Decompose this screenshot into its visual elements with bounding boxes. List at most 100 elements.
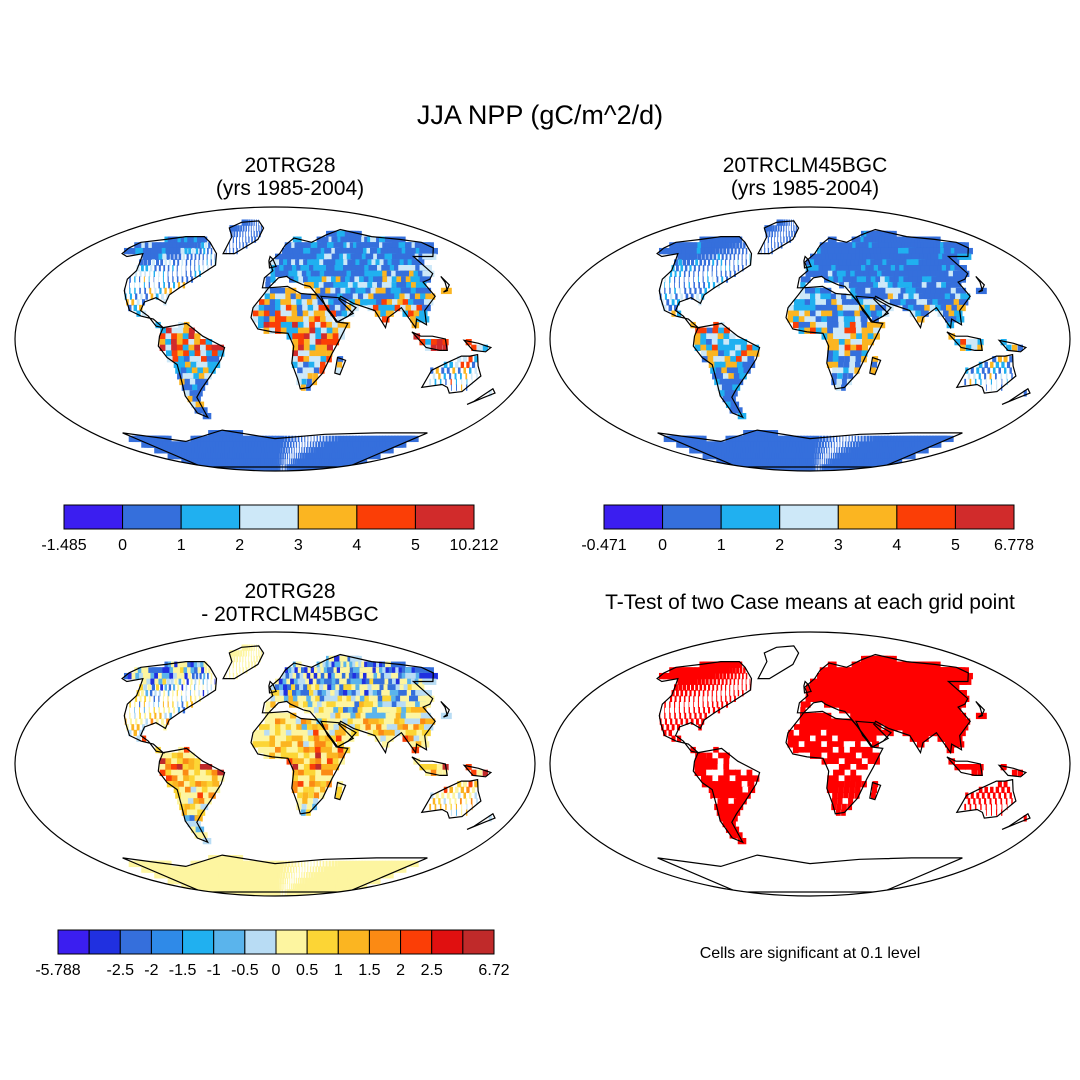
map-cell	[313, 729, 320, 737]
map-cell	[259, 299, 265, 306]
map-cell	[863, 270, 872, 278]
map-cell	[162, 678, 167, 685]
map-cell	[155, 667, 162, 674]
map-cell	[772, 650, 775, 657]
map-cell	[263, 866, 268, 873]
map-cell	[335, 310, 344, 317]
map-cell	[154, 287, 157, 295]
map-cell	[301, 242, 308, 249]
map-cell	[256, 655, 258, 663]
map-cell	[826, 361, 833, 369]
map-cell	[275, 735, 282, 742]
map-cell	[683, 282, 685, 289]
map-cell	[978, 373, 981, 380]
map-cell	[260, 866, 265, 873]
map-cell	[786, 644, 788, 651]
map-cell	[892, 293, 902, 300]
map-cell	[159, 769, 167, 776]
map-cell	[290, 718, 297, 725]
map-cell	[712, 282, 716, 289]
map-cell	[770, 661, 772, 668]
map-cell	[381, 316, 390, 323]
map-cell	[726, 367, 735, 374]
map-cell	[335, 712, 343, 720]
map-cell	[780, 650, 782, 657]
map-cell	[674, 672, 681, 680]
map-cell	[466, 378, 468, 386]
map-cell	[283, 872, 286, 879]
map-cell	[307, 373, 313, 380]
map-cell	[790, 219, 792, 226]
map-cell	[239, 655, 241, 663]
map-cell	[724, 390, 733, 397]
map-cell	[279, 690, 285, 697]
map-cell	[159, 339, 167, 346]
map-cell	[443, 373, 446, 380]
map-cell	[742, 672, 744, 680]
map-cell	[370, 299, 379, 306]
map-cell	[299, 259, 306, 266]
map-cell	[825, 293, 832, 300]
map-cell	[774, 655, 776, 663]
map-cell	[409, 718, 420, 725]
map-cell	[771, 655, 774, 663]
coastline-madagascar	[334, 356, 347, 376]
map-cell	[937, 310, 946, 317]
map-cell	[791, 655, 793, 663]
map-cell	[176, 344, 184, 351]
map-cell	[183, 356, 192, 363]
map-cell	[210, 259, 212, 266]
map-cell	[884, 435, 889, 443]
map-cell	[202, 678, 204, 685]
map-cell	[855, 316, 862, 323]
map-cell	[139, 701, 141, 708]
map-cell	[258, 304, 265, 312]
map-cell	[297, 746, 305, 754]
map-cell	[946, 259, 960, 266]
map-cell	[300, 265, 307, 272]
map-cell	[355, 287, 364, 295]
map-cell	[270, 883, 274, 890]
map-cell	[296, 724, 303, 731]
map-cell	[165, 752, 172, 759]
map-cell	[275, 877, 278, 885]
map-cell	[903, 293, 912, 300]
map-cell	[729, 667, 733, 674]
map-cell	[734, 672, 737, 680]
map-cell	[165, 339, 172, 346]
map-cell	[731, 236, 737, 243]
map-cell	[270, 695, 276, 703]
map-cell	[793, 655, 796, 663]
map-cell	[340, 860, 344, 868]
map-cell	[815, 304, 822, 312]
map-cell	[269, 441, 273, 448]
map-cell	[767, 661, 769, 668]
map-cell	[248, 219, 251, 226]
map-cell	[253, 655, 255, 663]
map-cell	[332, 293, 340, 300]
map-cell	[258, 655, 261, 663]
map-cell	[289, 877, 291, 885]
map-cell	[181, 276, 184, 283]
map-cell	[817, 672, 822, 680]
map-cell	[738, 247, 741, 255]
map-cell	[872, 321, 880, 329]
map-cell	[783, 644, 786, 651]
map-cell	[176, 333, 184, 340]
map-cell	[269, 746, 276, 754]
map-cell	[739, 667, 743, 674]
map-cell	[825, 287, 832, 295]
map-cell	[818, 259, 824, 266]
map-cell	[700, 344, 708, 351]
map-cell	[232, 667, 234, 674]
map-cell	[850, 270, 858, 278]
map-cell	[286, 316, 293, 323]
map-cell	[309, 746, 316, 754]
map-cell	[832, 678, 839, 685]
map-cell	[819, 435, 823, 443]
map-cell	[833, 447, 835, 454]
map-cell	[150, 247, 156, 255]
map-cell	[301, 872, 303, 879]
map-cell	[732, 242, 736, 249]
map-cell	[689, 247, 695, 255]
